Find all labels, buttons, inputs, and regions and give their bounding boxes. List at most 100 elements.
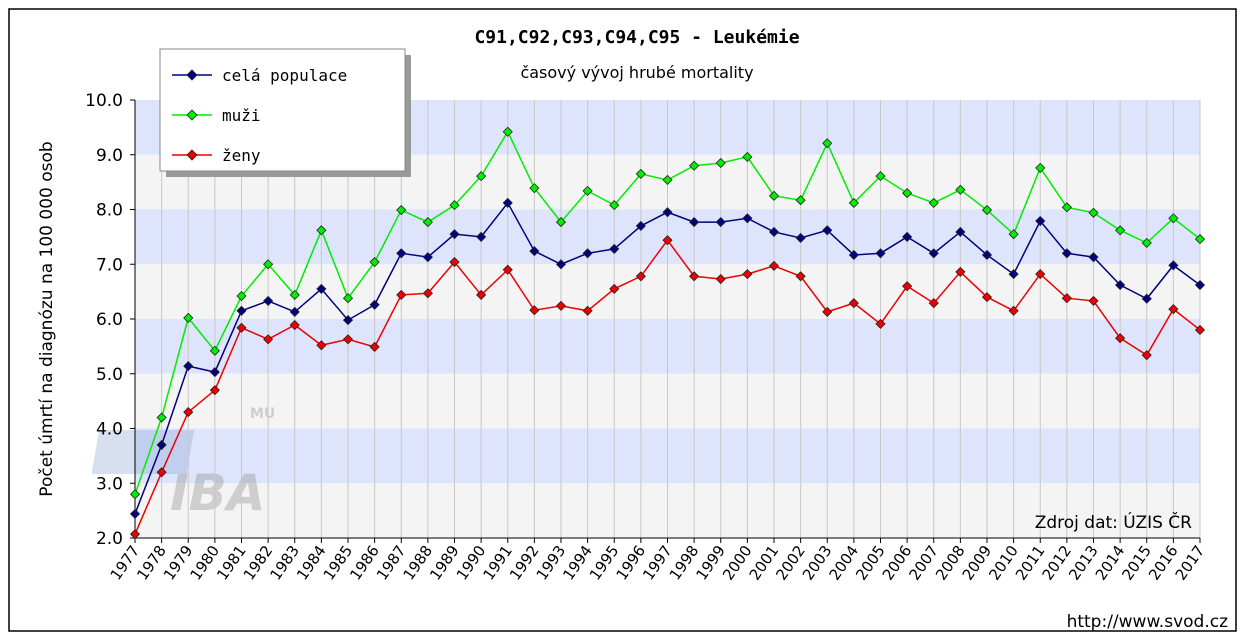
point	[1088, 252, 1099, 263]
point	[396, 289, 407, 300]
point	[955, 266, 966, 277]
point	[715, 157, 726, 169]
point	[156, 439, 167, 450]
y-tick-label: 10.0	[85, 91, 123, 111]
point	[662, 174, 673, 186]
point	[129, 529, 141, 540]
point	[928, 298, 939, 309]
point	[555, 300, 567, 311]
legend-box	[159, 48, 406, 172]
point	[822, 138, 833, 149]
point	[689, 160, 700, 171]
legend-marker	[186, 69, 198, 81]
point	[635, 168, 646, 179]
point	[795, 195, 806, 206]
point	[875, 318, 886, 329]
point	[848, 197, 859, 208]
point	[316, 225, 327, 236]
point	[369, 256, 380, 268]
point	[1008, 269, 1019, 280]
point	[981, 292, 993, 303]
point	[1115, 333, 1126, 344]
legend-label: celá populace	[222, 66, 347, 85]
legend: celá populace muži ženy	[159, 48, 411, 177]
point	[609, 200, 620, 211]
point	[529, 183, 540, 194]
url-note: http://www.svod.cz	[1067, 612, 1228, 632]
point	[582, 248, 593, 259]
point	[768, 226, 780, 238]
point	[1168, 304, 1179, 315]
point	[316, 340, 327, 351]
point	[928, 197, 939, 208]
point	[635, 271, 646, 282]
point	[715, 217, 726, 228]
source-note: Zdroj dat: ÚZIS ČR	[1035, 511, 1192, 533]
point	[183, 361, 194, 372]
point	[156, 467, 167, 478]
point	[981, 204, 993, 216]
logo-bar	[91, 430, 195, 474]
y-tick-label: 4.0	[96, 420, 123, 440]
point	[1141, 293, 1152, 304]
point	[263, 334, 274, 345]
point	[449, 229, 460, 240]
point	[1035, 162, 1046, 173]
point	[742, 213, 753, 224]
point	[609, 243, 620, 254]
point	[209, 367, 220, 378]
point	[369, 299, 380, 310]
point	[555, 217, 567, 228]
point	[1061, 248, 1072, 259]
y-tick-label: 5.0	[96, 365, 123, 385]
point	[1168, 260, 1179, 271]
point	[662, 207, 673, 218]
point	[1061, 202, 1072, 213]
point	[902, 188, 913, 199]
point	[476, 171, 487, 182]
point	[1194, 324, 1206, 336]
point	[476, 289, 487, 300]
point	[981, 249, 993, 261]
point	[795, 271, 806, 282]
point	[742, 269, 753, 280]
point	[795, 232, 806, 244]
point	[609, 283, 620, 294]
y-axis-label: Počet úmrtí na diagnózu na 100 000 osob	[37, 141, 57, 496]
point	[156, 412, 167, 423]
point	[955, 226, 966, 238]
point	[183, 407, 194, 418]
point	[236, 305, 247, 316]
point	[236, 290, 247, 302]
point	[768, 260, 780, 271]
point	[342, 293, 354, 304]
point	[396, 204, 407, 216]
point	[1088, 295, 1099, 306]
point	[369, 341, 380, 352]
point	[955, 184, 966, 195]
point	[209, 345, 220, 356]
legend-label: ženy	[222, 146, 261, 165]
point	[342, 315, 354, 326]
point	[902, 231, 913, 242]
point	[555, 259, 567, 270]
point	[1194, 233, 1206, 245]
point	[662, 235, 673, 246]
point	[422, 288, 433, 299]
point	[209, 385, 220, 396]
point	[1168, 213, 1179, 224]
y-tick-label: 7.0	[96, 255, 123, 275]
point	[1035, 215, 1046, 227]
point	[502, 126, 513, 137]
point	[928, 248, 939, 259]
point	[582, 185, 593, 196]
point	[848, 249, 859, 261]
point	[529, 246, 540, 257]
point	[689, 271, 700, 282]
point	[263, 295, 274, 306]
legend-marker	[186, 109, 198, 121]
point	[875, 248, 886, 259]
point	[396, 248, 407, 259]
point	[342, 334, 354, 345]
